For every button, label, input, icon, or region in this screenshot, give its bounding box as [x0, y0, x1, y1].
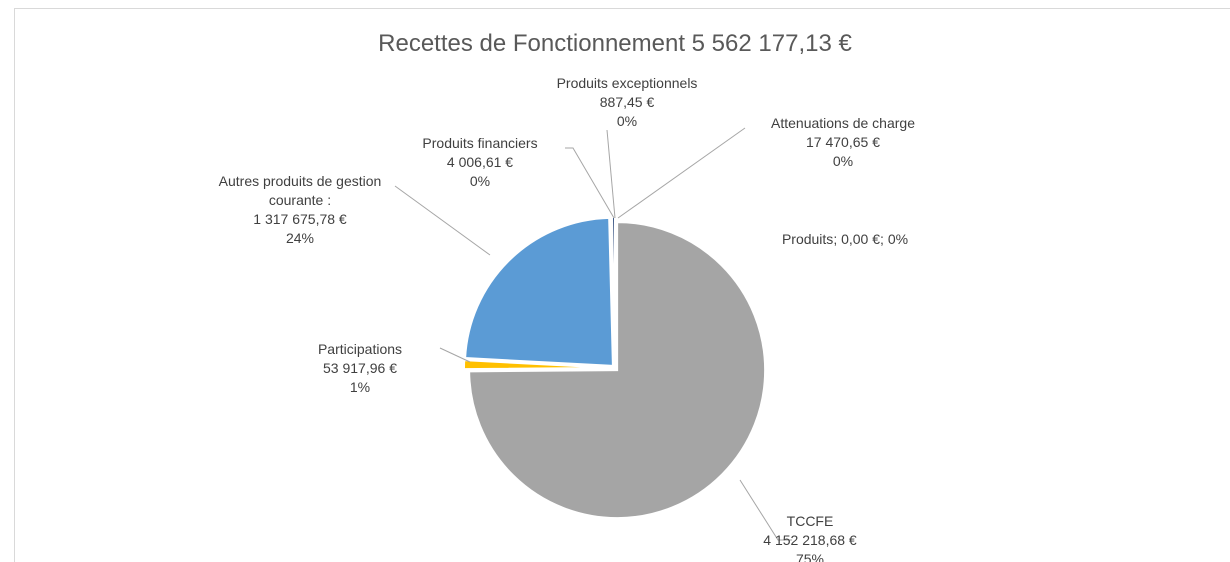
- data-label: Produits exceptionnels 887,45 € 0%: [537, 74, 717, 131]
- pie-slice: [468, 221, 767, 520]
- data-label: Participations 53 917,96 € 1%: [280, 340, 440, 397]
- chart-title: Recettes de Fonctionnement 5 562 177,13 …: [378, 30, 852, 57]
- pie-slice: [464, 216, 614, 367]
- pie-slice: [463, 359, 613, 371]
- data-label: TCCFE 4 152 218,68 € 75%: [730, 512, 890, 562]
- label-category: Attenuations de charge: [771, 115, 915, 131]
- leader-line: [394, 185, 491, 256]
- data-label: Autres produits de gestion courante : 1 3…: [195, 172, 405, 248]
- label-separator: ;: [880, 231, 888, 247]
- leader-line: [439, 347, 471, 363]
- label-percent: 0%: [887, 231, 909, 247]
- data-label: Produits financiers 4 006,61 € 0%: [400, 134, 560, 191]
- label-value: 4 006,61 €: [446, 154, 514, 170]
- label-value: 17 470,65 €: [806, 134, 880, 150]
- label-percent: 0%: [616, 113, 638, 129]
- leader-line: [565, 147, 615, 219]
- label-category: Produits exceptionnels: [556, 75, 698, 91]
- label-percent: 0%: [469, 173, 491, 189]
- chart-border: [14, 8, 1230, 562]
- label-percent: 0%: [832, 153, 854, 169]
- label-percent: 24%: [285, 230, 315, 246]
- label-value: 53 917,96 €: [323, 360, 397, 376]
- label-value: 1 317 675,78 €: [253, 211, 347, 227]
- label-value: 887,45 €: [599, 94, 655, 110]
- data-label: Attenuations de charge 17 470,65 € 0%: [743, 114, 943, 171]
- data-label: Produits; 0,00 €; 0%: [725, 230, 965, 249]
- leader-line: [739, 479, 792, 541]
- label-percent: 1%: [349, 379, 371, 395]
- leader-line: [606, 129, 616, 219]
- label-percent: 75%: [795, 551, 825, 562]
- label-category: Produits: [781, 231, 834, 247]
- label-category: Participations: [317, 341, 403, 357]
- leader-line: [617, 127, 746, 219]
- label-category: Autres produits de gestion courante :: [218, 173, 382, 208]
- label-value: 4 152 218,68 €: [763, 532, 857, 548]
- label-value: 0,00 €: [841, 231, 881, 247]
- label-category: TCCFE: [786, 513, 834, 529]
- label-separator: ;: [833, 231, 842, 247]
- label-category: Produits financiers: [422, 135, 538, 151]
